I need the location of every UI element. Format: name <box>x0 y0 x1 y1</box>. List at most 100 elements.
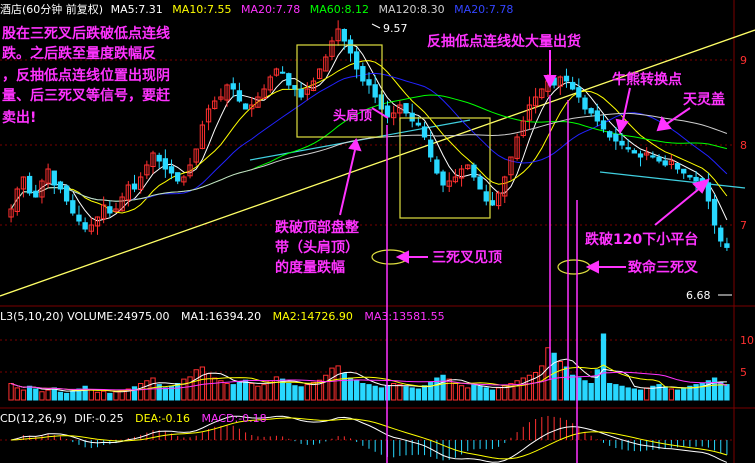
candle-body <box>409 112 415 122</box>
candle-body <box>576 87 582 98</box>
candle-body <box>465 164 471 170</box>
intro-annotation: 股在三死叉后跌破低点连线 跌。之后跌至量度跌幅反 ，反抽低点连线位置出现阴 量、… <box>2 25 171 126</box>
measure-annotation: 跌破顶部盘整 带（头肩顶） 的度量跌幅 <box>275 219 360 276</box>
candle-body <box>440 171 446 186</box>
candle-body <box>14 188 20 212</box>
volume-bar <box>403 386 409 401</box>
volume-bar <box>187 376 193 401</box>
candle-body <box>656 156 662 162</box>
volume-bar <box>557 361 563 401</box>
volume-bar <box>26 385 33 401</box>
fanchou-label: 反抽低点连线处大量出货 <box>427 33 581 50</box>
vol-ma3-value: MA3:13581.55 <box>364 310 444 323</box>
candle-body <box>156 154 162 162</box>
volume-bar <box>329 367 335 401</box>
volume-bar <box>656 384 662 401</box>
volume-header: L3(5,10,20) VOLUME:24975.00 MA1:16394.20… <box>0 310 445 323</box>
volume-bar <box>458 385 465 401</box>
volume-bar <box>711 377 718 401</box>
volume-bar <box>298 386 304 401</box>
candle-body <box>557 76 563 87</box>
candle-body <box>526 104 533 121</box>
volume-bar <box>20 389 27 401</box>
candle-body <box>230 83 236 90</box>
candle-body <box>20 176 27 190</box>
volume-bar <box>360 383 366 401</box>
candle-body <box>45 168 51 184</box>
candle-body <box>63 185 70 202</box>
platform-line <box>599 171 746 189</box>
candle-body <box>26 175 33 194</box>
volume-bar <box>613 384 619 401</box>
candle-body <box>711 198 718 226</box>
candle-body <box>236 90 243 102</box>
candle-body <box>681 168 687 174</box>
volume-bar <box>378 387 385 401</box>
volume-bar <box>292 385 298 401</box>
volume-bar <box>508 383 514 401</box>
volume-bar <box>724 384 730 401</box>
volume-bar <box>181 378 187 401</box>
candle-body <box>255 96 261 108</box>
volume-bar <box>600 333 607 401</box>
volume-bar <box>255 385 261 401</box>
volume-bar <box>45 389 51 401</box>
head-shoulder-label: 头肩顶 <box>333 108 372 124</box>
volume-bar <box>471 384 477 401</box>
ma10-value: MA10:7.55 <box>172 3 231 16</box>
ma5-value: MA5:7.31 <box>111 3 163 16</box>
candle-body <box>495 192 502 207</box>
candle-body <box>384 105 391 118</box>
candle-body <box>57 181 64 190</box>
candle-body <box>76 214 82 222</box>
volume-bar <box>347 377 354 401</box>
volume-bar <box>249 383 255 401</box>
svg-text:跌。之后跌至量度跌幅反: 跌。之后跌至量度跌幅反 <box>2 45 156 62</box>
volume-bar <box>63 392 70 401</box>
candle-body <box>569 81 576 90</box>
volume-bar <box>631 388 638 401</box>
volume-bar <box>304 384 310 401</box>
volume-bar <box>693 384 699 401</box>
macd-value: MACD:-0.18 <box>202 412 267 425</box>
volume-bar <box>588 383 594 401</box>
candle-body <box>421 126 428 138</box>
volume-bar <box>94 391 101 401</box>
volume-bar <box>33 388 39 401</box>
volume-bar <box>397 384 403 401</box>
candle-body <box>205 108 212 123</box>
candle-body <box>286 73 292 86</box>
candle-body <box>193 148 199 163</box>
volume-bar <box>421 385 428 401</box>
high-price-label: 9.57 <box>383 22 408 35</box>
volume-bar <box>582 380 588 401</box>
candle-body <box>199 124 206 149</box>
low-price-label: 6.68 <box>686 289 711 302</box>
candle-body <box>508 156 514 176</box>
volume-bar <box>224 383 230 401</box>
volume-bar <box>594 369 600 401</box>
volume-bar <box>162 387 169 401</box>
candle-body <box>625 147 631 150</box>
dif-line <box>10 415 728 463</box>
candle-body <box>304 88 310 95</box>
candle-body <box>298 88 304 98</box>
candle-body <box>458 168 465 179</box>
ma120-value: MA120:8.30 <box>378 3 444 16</box>
volume-bar <box>662 386 668 401</box>
tianling-label: 天灵盖 <box>683 91 725 108</box>
candle-body <box>113 208 119 212</box>
candle-body <box>687 175 693 178</box>
vol-ma2-value: MA2:14726.90 <box>273 310 353 323</box>
volume-bar <box>70 390 76 401</box>
volume-bar <box>674 389 681 401</box>
volume-bar <box>705 380 712 401</box>
volume-bar <box>563 366 570 401</box>
candle-body <box>539 88 545 99</box>
volume-bar <box>279 378 286 401</box>
candle-body <box>224 84 230 101</box>
volume-bar <box>88 389 94 401</box>
candle-body <box>502 176 508 197</box>
volume-bar <box>650 385 656 401</box>
